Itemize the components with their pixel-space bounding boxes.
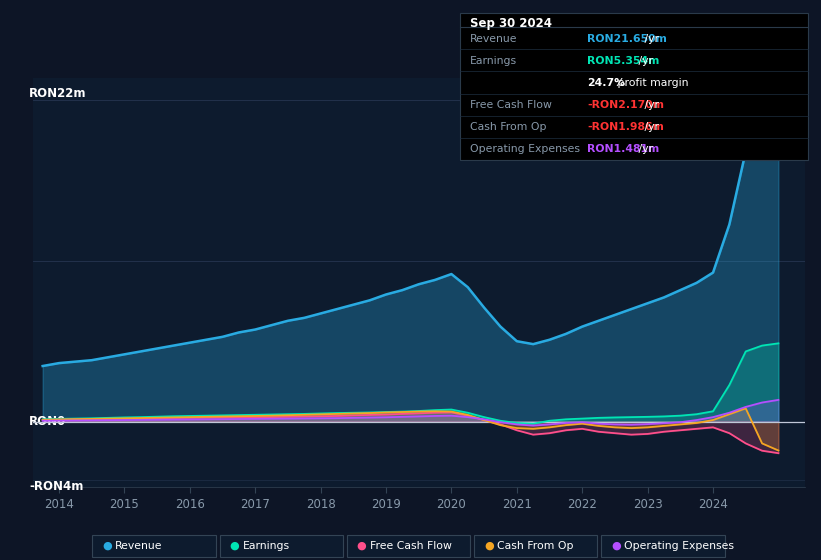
Text: Free Cash Flow: Free Cash Flow: [370, 541, 452, 551]
Text: Earnings: Earnings: [470, 55, 517, 66]
Text: /yr: /yr: [635, 144, 654, 155]
Text: ●: ●: [102, 541, 112, 551]
Text: Revenue: Revenue: [470, 34, 517, 44]
Text: profit margin: profit margin: [614, 78, 689, 88]
Text: ●: ●: [484, 541, 493, 551]
Text: Revenue: Revenue: [115, 541, 163, 551]
Text: RON5.354m: RON5.354m: [587, 55, 659, 66]
Text: Earnings: Earnings: [243, 541, 290, 551]
Text: RON1.481m: RON1.481m: [587, 144, 659, 155]
Text: Operating Expenses: Operating Expenses: [624, 541, 734, 551]
Text: -RON1.986m: -RON1.986m: [587, 122, 664, 132]
Text: ●: ●: [356, 541, 366, 551]
Text: -RON2.170m: -RON2.170m: [587, 100, 664, 110]
Text: ●: ●: [611, 541, 621, 551]
Text: RON22m: RON22m: [29, 87, 86, 100]
Text: Operating Expenses: Operating Expenses: [470, 144, 580, 155]
Text: 24.7%: 24.7%: [587, 78, 626, 88]
Text: -RON4m: -RON4m: [29, 480, 84, 493]
Text: /yr: /yr: [640, 34, 658, 44]
Text: Cash From Op: Cash From Op: [470, 122, 546, 132]
Text: Sep 30 2024: Sep 30 2024: [470, 17, 552, 30]
Text: RON21.650m: RON21.650m: [587, 34, 667, 44]
Text: Free Cash Flow: Free Cash Flow: [470, 100, 552, 110]
Text: ●: ●: [229, 541, 239, 551]
Text: /yr: /yr: [640, 122, 658, 132]
Text: Cash From Op: Cash From Op: [497, 541, 574, 551]
Text: RON0: RON0: [29, 415, 67, 428]
Text: /yr: /yr: [640, 100, 658, 110]
Text: /yr: /yr: [635, 55, 654, 66]
